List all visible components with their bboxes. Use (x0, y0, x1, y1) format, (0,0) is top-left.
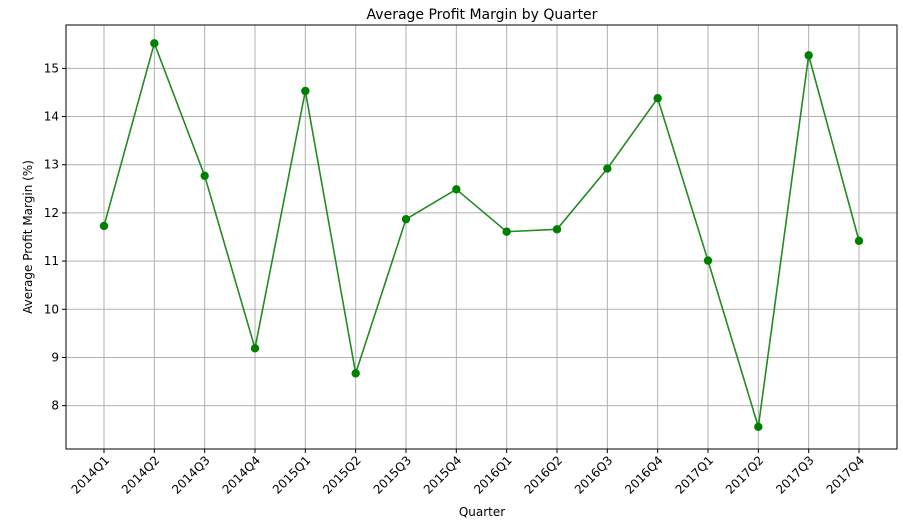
x-tick-label: 2015Q2 (320, 453, 364, 497)
data-point (703, 256, 713, 265)
y-tick-label: 11 (44, 254, 59, 268)
data-point (502, 227, 511, 236)
x-tick-label: 2015Q3 (371, 453, 415, 497)
x-tick-label: 2014Q2 (119, 453, 163, 497)
y-tick-label: 10 (44, 302, 59, 316)
x-tick-label: 2017Q2 (723, 453, 767, 497)
grid-lines (66, 25, 897, 449)
data-point (351, 369, 360, 378)
x-tick-label: 2015Q4 (421, 453, 465, 497)
x-tick-label: 2016Q4 (622, 453, 666, 497)
axes: 2014Q1 2014Q2 2014Q3 2014Q4 2015Q1 2015Q2 2015… (44, 61, 867, 496)
y-tick-label: 15 (44, 61, 59, 75)
y-tick-label: 12 (44, 206, 59, 220)
data-point (401, 214, 411, 224)
x-tick-label: 2014Q4 (220, 453, 264, 497)
chart-title: Average Profit Margin by Quarter (367, 7, 598, 23)
x-tick-label: 2016Q2 (522, 453, 566, 497)
data-series (99, 39, 864, 432)
x-tick-label: 2014Q1 (69, 453, 113, 497)
data-point (301, 86, 310, 96)
x-tick-label: 2016Q1 (471, 453, 515, 497)
data-point (603, 164, 612, 173)
x-tick-label: 2014Q3 (169, 453, 213, 497)
y-tick-label: 8 (51, 399, 59, 413)
data-point (804, 51, 813, 60)
plot-frame (65, 24, 898, 450)
x-tick-label: 2016Q3 (572, 453, 616, 497)
y-axis-label: Average Profit Margin (%) (21, 160, 35, 314)
x-tick-label: 2017Q4 (824, 453, 868, 497)
y-tick-label: 14 (44, 110, 59, 124)
series-line (103, 40, 860, 428)
y-tick-label: 9 (51, 350, 59, 364)
y-tick-label: 13 (44, 158, 59, 172)
data-point (653, 94, 662, 103)
data-point (200, 171, 209, 181)
data-point (754, 422, 763, 432)
data-point (99, 221, 109, 231)
x-axis-label: Quarter (459, 505, 505, 519)
x-tick-label: 2017Q3 (773, 453, 817, 497)
data-point (552, 225, 562, 234)
data-point (854, 236, 864, 246)
data-point (150, 39, 159, 48)
x-tick-label: 2017Q1 (673, 453, 717, 497)
x-tick-label: 2015Q1 (270, 453, 314, 497)
data-point (452, 185, 461, 194)
data-point (250, 344, 260, 353)
